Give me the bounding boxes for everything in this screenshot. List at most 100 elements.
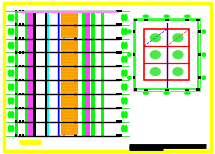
Bar — [61, 12, 77, 24]
Ellipse shape — [8, 14, 12, 22]
Ellipse shape — [201, 52, 206, 57]
Ellipse shape — [201, 29, 206, 34]
Ellipse shape — [124, 14, 128, 22]
Bar — [134, 88, 137, 91]
Bar — [19, 79, 21, 81]
Bar — [196, 88, 200, 91]
Bar — [120, 120, 122, 123]
Ellipse shape — [124, 125, 128, 132]
Ellipse shape — [127, 52, 132, 57]
Bar — [19, 107, 21, 109]
Ellipse shape — [172, 33, 184, 42]
Bar — [19, 51, 21, 54]
Bar — [133, 53, 135, 56]
Ellipse shape — [163, 91, 170, 95]
Ellipse shape — [150, 67, 161, 76]
Bar — [61, 81, 77, 93]
Bar — [19, 134, 21, 137]
Bar — [61, 109, 77, 121]
Bar — [118, 134, 120, 137]
Bar — [165, 19, 169, 21]
Bar — [135, 20, 198, 89]
Ellipse shape — [11, 14, 14, 22]
Ellipse shape — [172, 50, 184, 59]
Bar — [120, 107, 122, 109]
Bar — [33, 11, 36, 136]
Ellipse shape — [127, 75, 132, 80]
Bar — [19, 23, 21, 26]
Bar — [186, 19, 189, 21]
Ellipse shape — [121, 14, 125, 22]
Bar — [118, 107, 120, 109]
Bar — [15, 65, 17, 67]
Circle shape — [58, 135, 60, 136]
Ellipse shape — [121, 28, 125, 35]
Ellipse shape — [124, 28, 128, 35]
Bar — [118, 65, 120, 67]
Bar — [61, 53, 77, 65]
Bar — [15, 107, 17, 109]
Bar — [165, 89, 169, 91]
Bar — [22, 134, 24, 137]
Ellipse shape — [8, 69, 12, 77]
Ellipse shape — [8, 97, 12, 105]
Bar — [22, 51, 24, 54]
Ellipse shape — [184, 14, 191, 18]
Bar — [22, 65, 24, 67]
Bar — [118, 120, 120, 123]
Bar — [25, 11, 28, 136]
Bar — [144, 29, 189, 80]
Bar — [118, 93, 120, 95]
Bar — [133, 30, 135, 33]
Bar — [61, 95, 77, 107]
Bar — [120, 79, 122, 81]
Bar — [198, 30, 201, 33]
Ellipse shape — [124, 42, 128, 49]
Bar — [120, 134, 122, 137]
Bar — [22, 79, 24, 81]
Ellipse shape — [8, 42, 12, 49]
Ellipse shape — [143, 14, 149, 18]
Bar — [118, 51, 120, 54]
Ellipse shape — [121, 97, 125, 105]
Bar — [15, 120, 17, 123]
Bar — [133, 18, 200, 91]
Bar — [22, 107, 24, 109]
Ellipse shape — [11, 42, 14, 49]
Bar — [22, 37, 24, 40]
Bar — [22, 93, 24, 95]
Bar — [22, 23, 24, 26]
Bar — [116, 79, 118, 81]
Bar — [120, 65, 122, 67]
Bar — [15, 11, 18, 136]
Ellipse shape — [11, 125, 14, 132]
Ellipse shape — [11, 83, 14, 91]
Bar — [19, 93, 21, 95]
Bar — [120, 37, 122, 40]
Bar — [135, 20, 198, 89]
Bar — [61, 123, 77, 134]
Bar — [25, 11, 33, 136]
Ellipse shape — [11, 69, 14, 77]
Ellipse shape — [8, 111, 12, 119]
Bar — [15, 10, 17, 12]
Ellipse shape — [124, 111, 128, 119]
Bar — [45, 11, 48, 136]
Bar — [18, 11, 117, 13]
Bar — [120, 93, 122, 95]
Bar — [47, 11, 49, 136]
Ellipse shape — [143, 91, 149, 95]
Bar — [116, 23, 118, 26]
Bar — [74, 11, 77, 136]
Ellipse shape — [11, 111, 14, 119]
Bar — [186, 89, 189, 91]
Bar — [82, 11, 90, 136]
Ellipse shape — [8, 83, 12, 91]
Bar — [15, 51, 17, 54]
Bar — [196, 19, 200, 21]
Bar — [198, 53, 201, 56]
Bar — [15, 79, 17, 81]
Ellipse shape — [11, 28, 14, 35]
Ellipse shape — [121, 69, 125, 77]
Ellipse shape — [124, 69, 128, 77]
